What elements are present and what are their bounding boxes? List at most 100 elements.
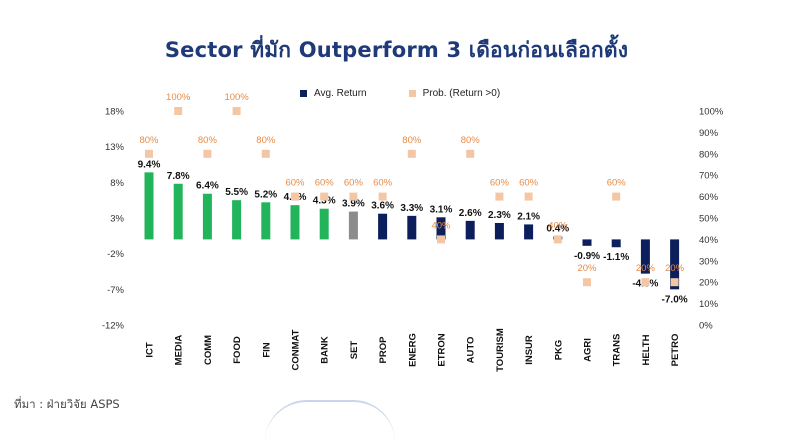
prob-label-pkg: 40% — [548, 220, 568, 231]
prob-marker-auto — [466, 149, 475, 158]
category-label-agri: AGRI — [583, 338, 594, 362]
prob-label-set: 60% — [344, 178, 364, 189]
value-label-media: 7.8% — [167, 171, 190, 182]
value-label-bank: 4.3% — [313, 196, 336, 207]
chart-title: Sector ที่มัก Outperform 3 เดือนก่อนเลือ… — [164, 38, 629, 62]
prob-marker-bank — [320, 192, 329, 201]
category-label-food: FOOD — [232, 336, 243, 364]
left-axis-tick: -12% — [102, 321, 125, 332]
value-label-comm: 6.4% — [196, 181, 219, 192]
category-label-auto: AUTO — [466, 337, 477, 364]
right-axis-tick: 30% — [699, 256, 719, 267]
category-label-trans: TRANS — [612, 334, 623, 367]
prob-label-ict: 80% — [139, 135, 159, 146]
value-label-trans: -1.1% — [603, 252, 629, 263]
right-axis-tick: 80% — [699, 149, 719, 160]
value-label-pkg: 0.4% — [546, 224, 569, 235]
right-axis-tick: 0% — [699, 321, 713, 332]
prob-label-prop: 60% — [373, 178, 393, 189]
value-label-auto: 2.6% — [459, 208, 482, 219]
category-label-comm: COMM — [203, 335, 214, 365]
right-axis-tick: 70% — [699, 171, 719, 182]
value-label-food: 5.5% — [225, 187, 248, 198]
bar-energ — [407, 215, 417, 240]
prob-label-etron: 40% — [431, 220, 451, 231]
right-axis-tick: 90% — [699, 128, 719, 139]
prob-marker-agri — [583, 278, 591, 287]
bar-agri — [582, 239, 592, 246]
value-label-fin: 5.2% — [254, 189, 277, 200]
prob-marker-pkg — [553, 235, 562, 244]
bar-ict — [144, 172, 154, 240]
bar-insur — [524, 224, 534, 240]
category-label-ict: ICT — [145, 342, 156, 358]
prob-marker-fin — [261, 149, 270, 158]
legend-item-avg: Avg. Return — [300, 88, 367, 99]
bar-conmat — [290, 205, 300, 240]
bar-fin — [261, 202, 271, 240]
value-label-tourism: 2.3% — [488, 210, 511, 221]
prob-marker-food — [232, 107, 241, 115]
right-axis-tick: 20% — [699, 278, 719, 289]
value-label-prop: 3.6% — [371, 201, 394, 212]
prob-marker-set — [349, 192, 358, 201]
prob-marker-trans — [612, 192, 621, 201]
category-label-bank: BANK — [320, 336, 331, 364]
prob-marker-comm — [203, 149, 212, 158]
value-label-set: 3.9% — [342, 199, 365, 210]
prob-marker-prop — [378, 192, 387, 201]
prob-marker-energ — [407, 149, 416, 158]
prob-label-petro: 20% — [665, 263, 685, 274]
legend-swatch-avg — [300, 89, 307, 97]
left-axis-tick: -7% — [107, 285, 124, 296]
category-label-tourism: TOURISM — [495, 328, 506, 372]
value-label-agri: -0.9% — [574, 251, 600, 262]
prob-label-agri: 20% — [577, 263, 597, 274]
source-note: ที่มา : ฝ่ายวิจัย ASPS — [14, 397, 120, 411]
prob-label-helth: 20% — [636, 263, 656, 274]
value-label-etron: 3.1% — [430, 204, 453, 215]
legend-label-avg: Avg. Return — [314, 87, 367, 99]
left-axis-tick: -2% — [107, 249, 124, 260]
bar-bank — [319, 208, 329, 240]
prob-label-conmat: 60% — [285, 178, 305, 189]
bar-set — [348, 211, 358, 240]
category-label-pkg: PKG — [553, 340, 564, 361]
category-label-etron: ETRON — [437, 333, 448, 366]
prob-label-trans: 60% — [607, 178, 627, 189]
prob-marker-conmat — [291, 192, 299, 201]
bar-etron — [436, 217, 446, 240]
bar-petro — [670, 239, 680, 290]
category-label-energ: ENERG — [407, 333, 418, 367]
right-axis-tick: 50% — [699, 214, 719, 225]
prob-label-tourism: 60% — [490, 178, 510, 189]
category-label-fin: FIN — [261, 342, 272, 357]
left-axis-tick: 8% — [110, 178, 124, 189]
prob-label-media: 100% — [166, 92, 191, 103]
legend-item-prob: Prob. (Return >0) — [408, 87, 501, 99]
prob-marker-helth — [641, 278, 650, 287]
right-axis-tick: 40% — [699, 235, 719, 246]
right-axis-tick: 100% — [699, 107, 724, 118]
chart-legend: Avg. Return Prob. (Return >0) — [300, 85, 542, 101]
category-label-set: SET — [349, 341, 360, 360]
prob-label-energ: 80% — [402, 135, 422, 146]
left-axis-tick: 18% — [105, 107, 125, 118]
left-axis-tick: 3% — [110, 214, 124, 225]
value-label-energ: 3.3% — [400, 203, 423, 214]
prob-label-auto: 80% — [461, 135, 481, 146]
prob-marker-etron — [437, 235, 445, 244]
category-label-media: MEDIA — [174, 335, 185, 366]
value-label-ict: 9.4% — [138, 159, 161, 170]
bar-trans — [611, 239, 621, 248]
legend-label-prob: Prob. (Return >0) — [422, 87, 501, 99]
bar-helth — [640, 239, 650, 274]
category-label-insur: INSUR — [524, 335, 535, 365]
right-axis-tick: 10% — [699, 299, 719, 310]
prob-marker-tourism — [495, 192, 504, 201]
prob-label-insur: 60% — [519, 178, 539, 189]
prob-marker-insur — [524, 192, 533, 201]
category-label-helth: HELTH — [641, 334, 652, 365]
category-label-prop: PROP — [378, 336, 389, 364]
decorative-arc — [265, 400, 395, 442]
